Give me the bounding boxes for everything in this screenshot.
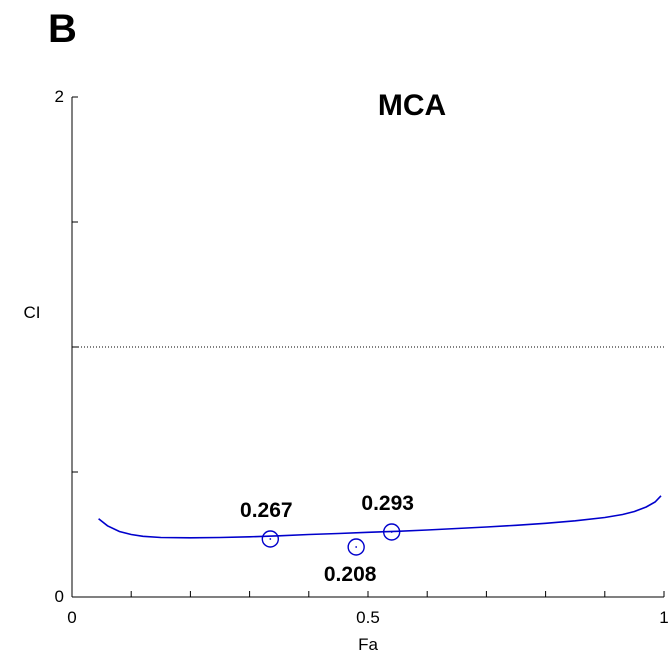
axes bbox=[71, 97, 664, 598]
y-tick-label-0: 0 bbox=[55, 587, 64, 606]
marker-circle-1 bbox=[347, 538, 365, 556]
marker-label-1: 0.208 bbox=[324, 563, 377, 586]
marker-dot-0 bbox=[269, 538, 272, 540]
series-line-0 bbox=[98, 495, 662, 539]
x-axis-label: Fa bbox=[358, 635, 378, 654]
marker-circle-0 bbox=[261, 530, 280, 548]
y-axis-label: CI bbox=[24, 303, 41, 322]
marker-circle-2 bbox=[382, 523, 401, 541]
x-tick-label-1: 0.5 bbox=[356, 608, 380, 627]
y-ticks: 02 bbox=[55, 87, 78, 606]
panel-label: B bbox=[48, 7, 77, 51]
y-tick-label-1: 2 bbox=[55, 87, 64, 106]
markers-layer: 0.267 0.208 0.293 bbox=[240, 492, 414, 586]
marker-label-2: 0.293 bbox=[361, 492, 414, 515]
chart-title: MCA bbox=[378, 89, 446, 122]
x-tick-label-2: 1 bbox=[659, 608, 668, 627]
series-layer bbox=[98, 495, 662, 539]
marker-label-0: 0.267 bbox=[240, 499, 293, 522]
marker-dot-1 bbox=[355, 546, 358, 548]
x-tick-label-0: 0 bbox=[67, 608, 76, 627]
marker-dot-2 bbox=[390, 531, 393, 533]
x-ticks: 0 0.5 1 bbox=[67, 591, 669, 627]
